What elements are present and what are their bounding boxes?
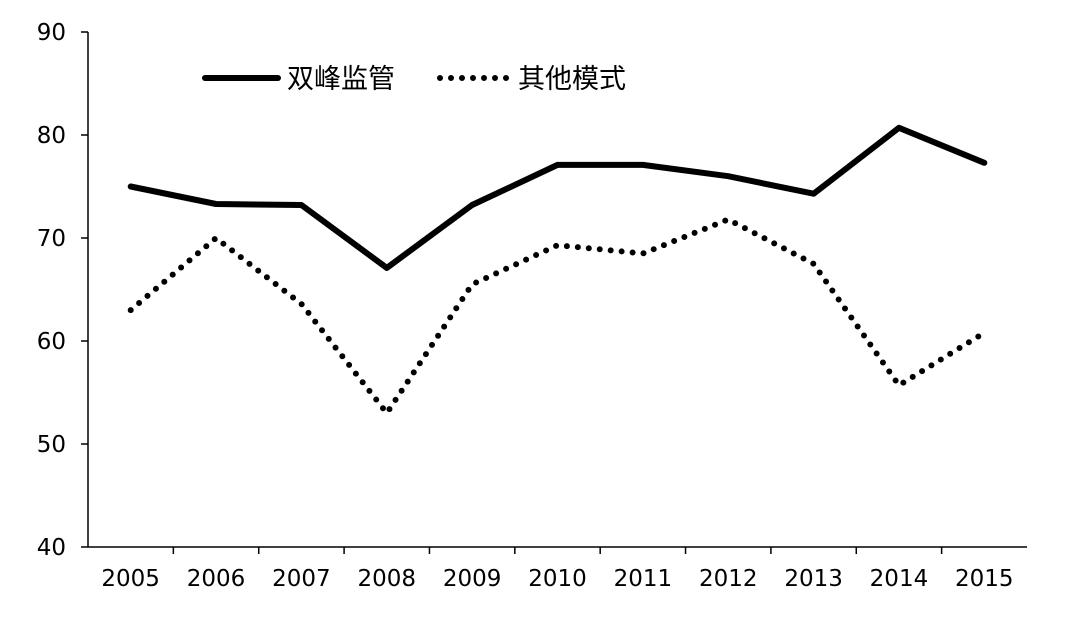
y-tick-label: 70 [37,226,66,252]
legend-label-series-1: 双峰监管 [287,64,395,95]
x-tick-label: 2006 [187,566,246,592]
y-tick-label: 50 [37,432,66,458]
x-tick-label: 2010 [528,566,587,592]
x-tick-label: 2013 [784,566,843,592]
series-line-2 [127,216,988,417]
x-tick-label: 2007 [272,566,331,592]
x-tick-label: 2012 [699,566,758,592]
x-tick-label: 2014 [870,566,929,592]
x-tick-label: 2015 [955,566,1014,592]
y-axis: 40 50 60 70 80 90 [37,20,89,561]
legend-item-series-2: 其他模式 [437,64,626,95]
x-tick-label: 2009 [443,566,502,592]
legend: 双峰监管 其他模式 [202,64,626,95]
y-tick-label: 60 [37,329,66,355]
x-axis: 2005 2006 2007 2008 2009 2010 2011 2012 2013 2014… [88,546,1027,592]
y-tick-label: 90 [37,20,66,46]
y-tick-label: 80 [37,123,66,149]
y-tick-label: 40 [37,535,66,561]
x-tick-label: 2011 [614,566,673,592]
series-layer [127,124,988,417]
legend-label-series-2: 其他模式 [518,64,626,95]
series-line-1 [127,124,988,271]
x-tick-label: 2005 [101,566,160,592]
x-tick-label: 2008 [357,566,416,592]
legend-item-series-1: 双峰监管 [202,64,395,95]
